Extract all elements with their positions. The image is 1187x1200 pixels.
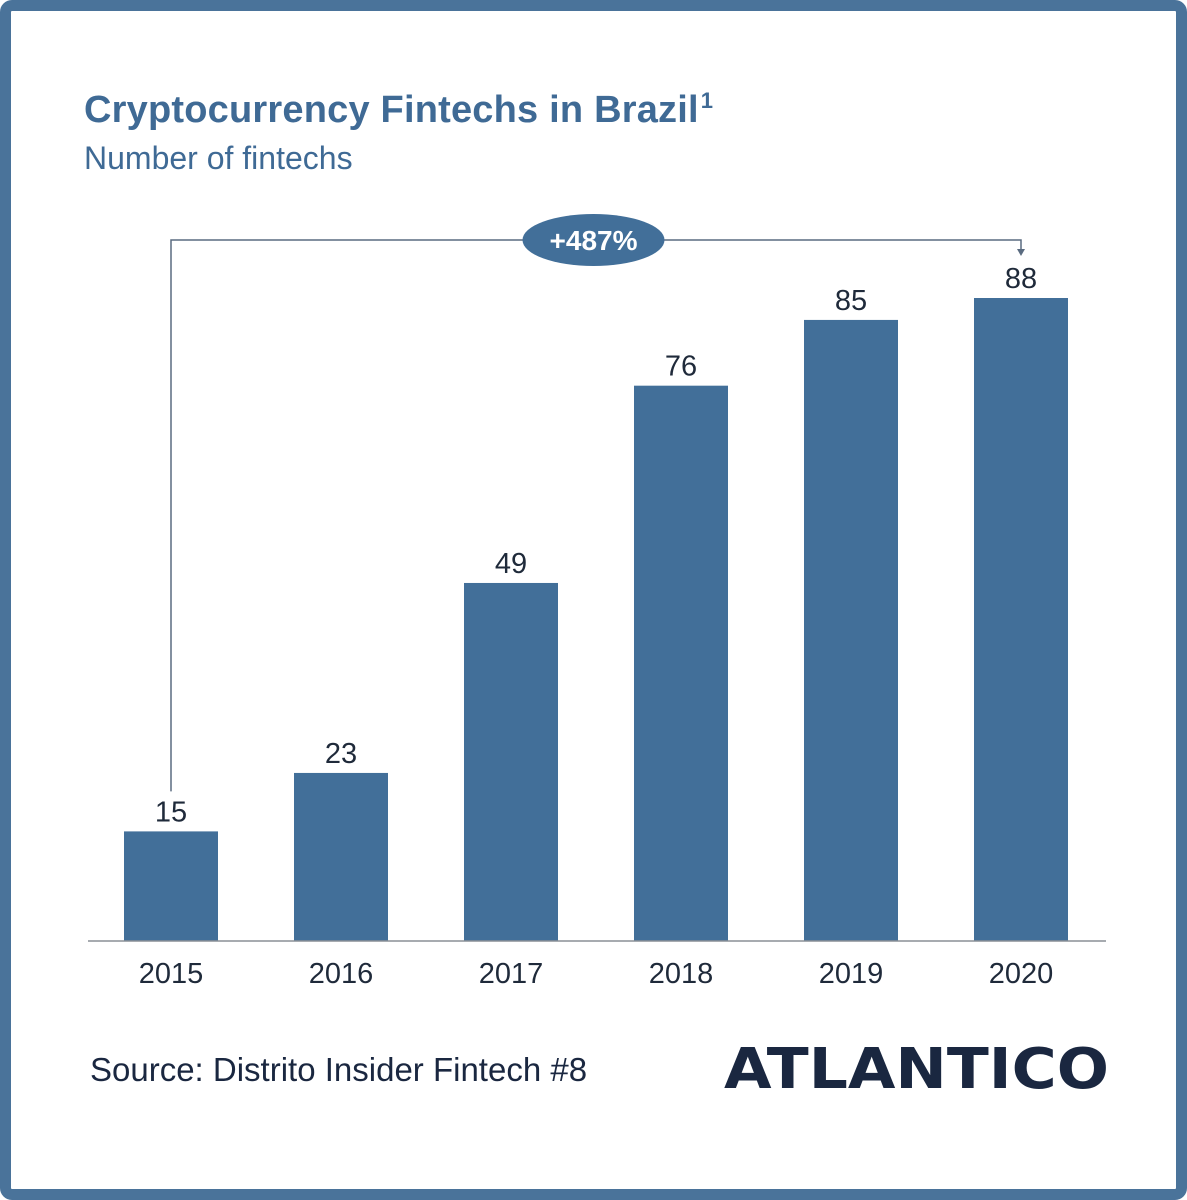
value-label-2017: 49 (495, 548, 527, 580)
chart-title-text: Cryptocurrency Fintechs in Brazil (84, 89, 699, 131)
connector-arrowhead (1017, 249, 1025, 256)
atlantico-logo: ATLANTICO (724, 1037, 1109, 1097)
value-label-2015: 15 (155, 796, 187, 828)
bar-chart: 15 23 49 76 85 88 2015 2016 2017 2018 2019 2020 +4… (88, 214, 1106, 990)
value-label-2018: 76 (665, 351, 697, 383)
tick-label-2018: 2018 (649, 958, 714, 990)
title-footnote-marker: 1 (700, 88, 714, 113)
tick-label-2019: 2019 (819, 958, 884, 990)
chart-subtitle: Number of fintechs (84, 140, 353, 176)
tick-label-2015: 2015 (139, 958, 204, 990)
bar-2018 (634, 385, 728, 941)
x-axis-tick-labels: 2015 2016 2017 2018 2019 2020 (139, 958, 1054, 990)
source-note: Source: Distrito Insider Fintech #8 (90, 1051, 588, 1088)
value-label-2016: 23 (325, 738, 357, 770)
tick-label-2020: 2020 (989, 958, 1054, 990)
value-labels: 15 23 49 76 85 88 (155, 263, 1037, 828)
logo-wordmark: ATLANTICO (724, 1037, 1109, 1097)
bars (124, 298, 1068, 942)
growth-badge (522, 214, 665, 266)
bar-2016 (294, 772, 388, 941)
tick-label-2016: 2016 (309, 958, 374, 990)
chart-title: Cryptocurrency Fintechs in Brazil1 (84, 88, 713, 132)
value-label-2020: 88 (1005, 263, 1037, 295)
growth-badge-text: +487% (550, 225, 638, 256)
bar-2020 (974, 298, 1068, 941)
bar-2019 (804, 319, 898, 942)
bar-2015 (124, 831, 218, 941)
value-label-2019: 85 (835, 285, 867, 317)
growth-annotation: +487% (522, 214, 665, 266)
bar-2017 (464, 582, 558, 941)
tick-label-2017: 2017 (479, 958, 544, 990)
